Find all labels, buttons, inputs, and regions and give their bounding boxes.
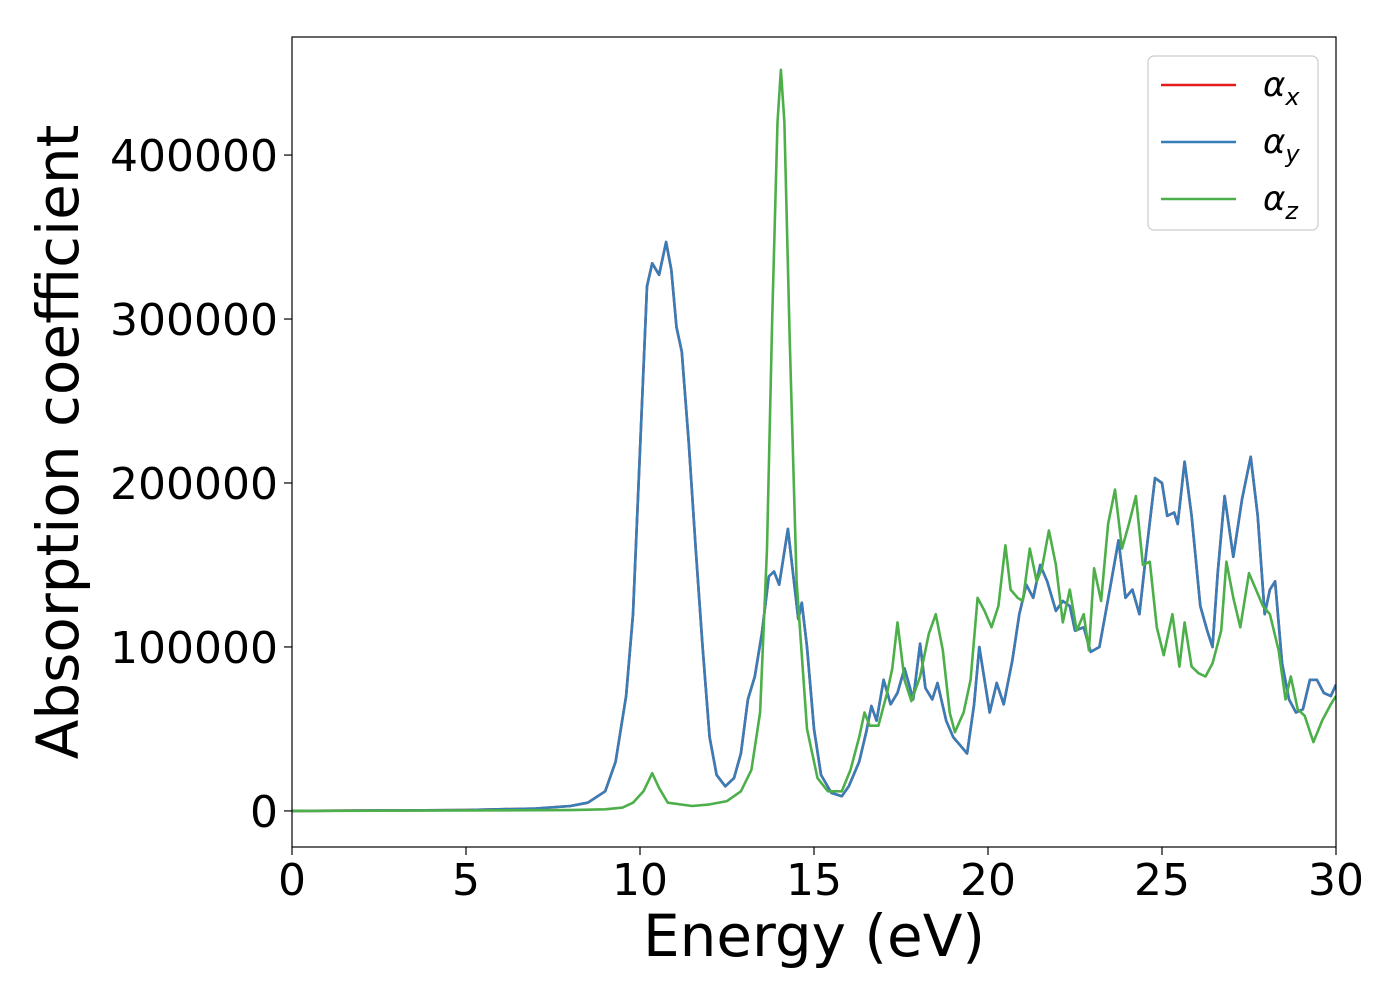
legend-label: αz — [1263, 179, 1299, 225]
x-tick-label: 10 — [612, 855, 668, 906]
legend-item-x: αx — [1161, 65, 1300, 111]
legend-subscript: z — [1284, 197, 1299, 225]
x-axis-label: Energy (eV) — [643, 902, 985, 970]
x-tick-label: 5 — [452, 855, 480, 906]
legend-label: αy — [1263, 122, 1300, 168]
legend-symbol: α — [1263, 122, 1285, 162]
y-tick-label: 200000 — [110, 459, 278, 510]
plot-area — [292, 68, 1336, 813]
y-axis-label: Absorption coefficient — [24, 125, 92, 760]
x-axis-ticks: 0 5 10 15 20 25 30 — [278, 847, 1364, 906]
legend-subscript: y — [1284, 140, 1300, 168]
y-tick-label: 100000 — [110, 623, 278, 674]
legend-label: αx — [1263, 65, 1300, 111]
y-tick-label: 300000 — [110, 295, 278, 346]
axes-frame — [291, 36, 1337, 848]
x-tick-label: 0 — [278, 855, 306, 906]
y-tick-label: 400000 — [110, 131, 278, 182]
series-line-z — [292, 68, 1336, 813]
x-tick-label: 30 — [1308, 855, 1364, 906]
legend-symbol: α — [1263, 179, 1285, 219]
x-tick-label: 20 — [960, 855, 1016, 906]
x-tick-label: 25 — [1134, 855, 1190, 906]
legend-item-z: αz — [1161, 179, 1299, 225]
legend-subscript: x — [1284, 83, 1300, 111]
x-tick-label: 15 — [786, 855, 842, 906]
legend-symbol: α — [1263, 65, 1285, 105]
y-tick-label: 0 — [250, 787, 278, 838]
series-line-y — [292, 240, 1336, 813]
legend-item-y: αy — [1161, 122, 1300, 168]
y-axis-ticks: 0 100000 200000 300000 400000 — [110, 131, 292, 838]
